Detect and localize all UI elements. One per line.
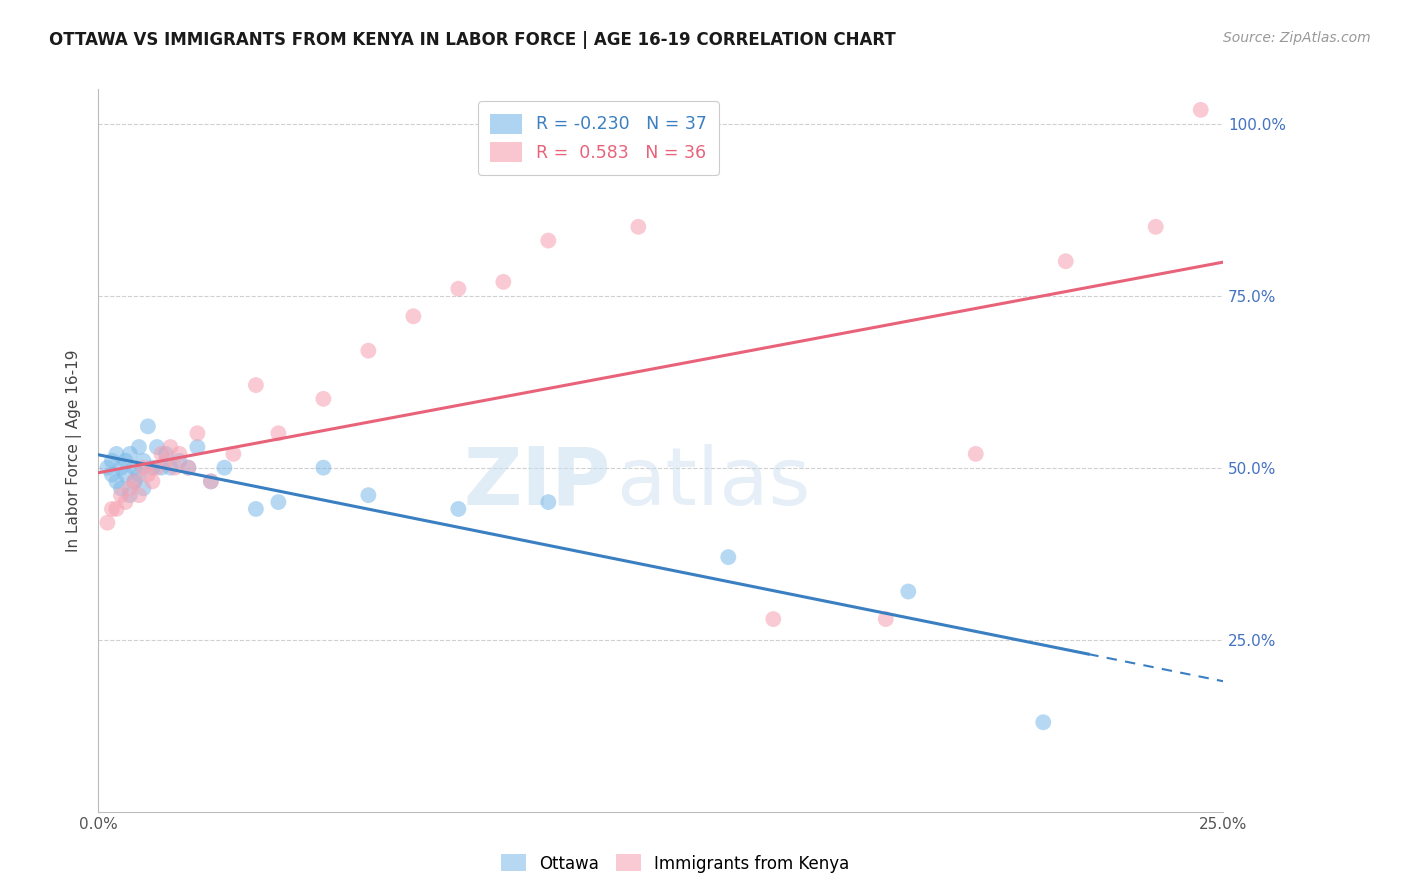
Point [1144, 219, 1167, 234]
Point [141, 460, 163, 475]
Point [114, 467, 136, 482]
Point [159, 460, 181, 475]
Point [169, 447, 191, 461]
Point [132, 454, 155, 468]
Point [214, 460, 236, 475]
Y-axis label: In Labor Force | Age 16-19: In Labor Force | Age 16-19 [66, 349, 83, 552]
Point [717, 550, 740, 565]
Point [762, 612, 785, 626]
Point [357, 488, 380, 502]
Point [245, 378, 267, 392]
Point [177, 460, 200, 475]
Point [110, 481, 132, 495]
Point [163, 460, 186, 475]
Point [150, 447, 173, 461]
Text: atlas: atlas [616, 444, 810, 522]
Point [186, 440, 208, 454]
Point [141, 475, 163, 489]
Point [118, 447, 141, 461]
Point [96, 460, 118, 475]
Point [136, 467, 159, 482]
Point [357, 343, 380, 358]
Point [146, 440, 169, 454]
Point [128, 440, 150, 454]
Point [146, 460, 169, 475]
Point [124, 475, 146, 489]
Point [159, 440, 181, 454]
Point [150, 460, 173, 475]
Point [267, 426, 290, 441]
Point [101, 467, 124, 482]
Point [118, 481, 141, 495]
Point [1032, 715, 1054, 730]
Legend: Ottawa, Immigrants from Kenya: Ottawa, Immigrants from Kenya [494, 847, 856, 880]
Point [114, 454, 136, 468]
Point [1054, 254, 1077, 268]
Point [200, 475, 222, 489]
Point [132, 460, 155, 475]
Point [110, 460, 132, 475]
Point [101, 454, 124, 468]
Text: ZIP: ZIP [463, 444, 610, 522]
Point [105, 502, 128, 516]
Point [200, 475, 222, 489]
Point [875, 612, 897, 626]
Point [128, 467, 150, 482]
Point [124, 460, 146, 475]
Point [447, 502, 470, 516]
Point [136, 419, 159, 434]
Point [312, 460, 335, 475]
Point [537, 495, 560, 509]
Point [222, 447, 245, 461]
Point [897, 584, 920, 599]
Point [965, 447, 987, 461]
Point [447, 282, 470, 296]
Point [118, 488, 141, 502]
Point [101, 502, 124, 516]
Point [492, 275, 515, 289]
Text: Source: ZipAtlas.com: Source: ZipAtlas.com [1223, 31, 1371, 45]
Point [110, 488, 132, 502]
Point [537, 234, 560, 248]
Point [186, 426, 208, 441]
Point [105, 475, 128, 489]
Point [105, 447, 128, 461]
Legend: R = -0.230   N = 37, R =  0.583   N = 36: R = -0.230 N = 37, R = 0.583 N = 36 [478, 102, 718, 175]
Point [177, 460, 200, 475]
Point [155, 454, 177, 468]
Point [627, 219, 650, 234]
Point [312, 392, 335, 406]
Text: OTTAWA VS IMMIGRANTS FROM KENYA IN LABOR FORCE | AGE 16-19 CORRELATION CHART: OTTAWA VS IMMIGRANTS FROM KENYA IN LABOR… [49, 31, 896, 49]
Point [245, 502, 267, 516]
Point [169, 454, 191, 468]
Point [132, 481, 155, 495]
Point [128, 488, 150, 502]
Point [1189, 103, 1212, 117]
Point [267, 495, 290, 509]
Point [402, 310, 425, 324]
Point [155, 447, 177, 461]
Point [114, 495, 136, 509]
Point [124, 475, 146, 489]
Point [96, 516, 118, 530]
